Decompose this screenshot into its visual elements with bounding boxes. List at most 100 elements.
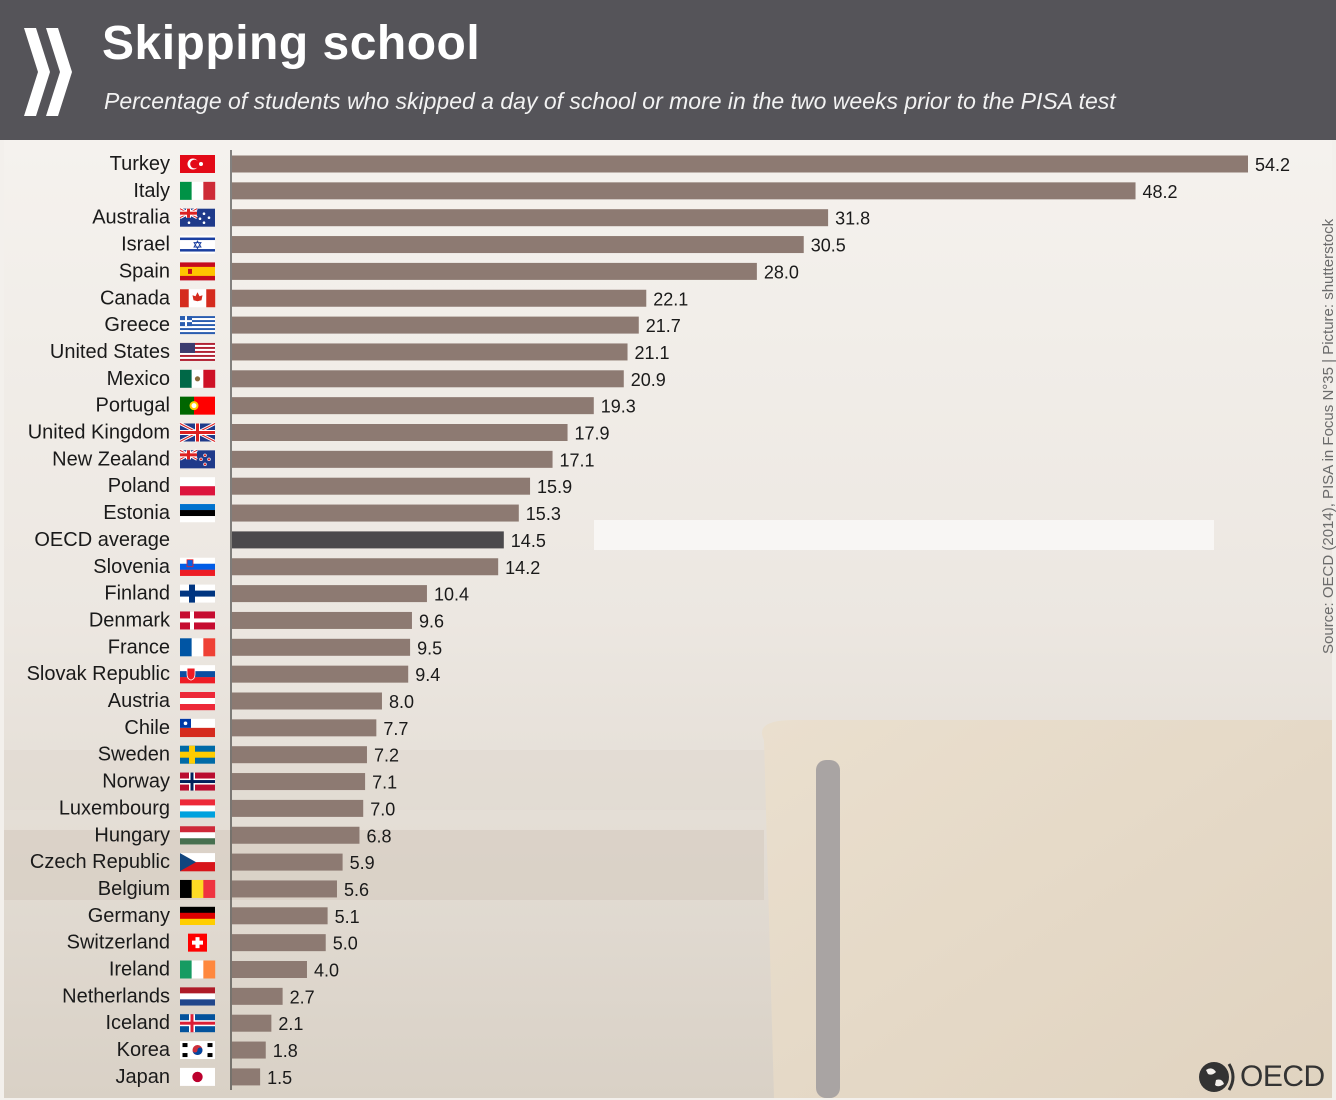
france-flag-icon — [180, 638, 216, 657]
value-label: 7.7 — [383, 719, 408, 739]
page-subtitle: Percentage of students who skipped a day… — [104, 88, 1116, 114]
category-label: Chile — [124, 717, 170, 739]
category-label: Slovenia — [93, 556, 171, 578]
category-label: Poland — [108, 475, 170, 497]
new-zealand-flag-icon — [179, 449, 215, 469]
category-label: Greece — [104, 314, 170, 336]
estonia-flag-icon — [180, 504, 215, 523]
italy-flag-icon — [180, 181, 216, 200]
category-label: New Zealand — [52, 448, 170, 470]
greece-flag-icon — [180, 316, 215, 335]
canada-flag-icon — [180, 289, 216, 308]
bar — [232, 746, 367, 764]
category-label: Norway — [102, 771, 170, 793]
australia-flag-icon — [179, 207, 215, 227]
value-label: 30.5 — [811, 236, 846, 256]
bar-chart: Turkey 54.2 Italy 48.2 Australia 31.8 Israel 30… — [27, 150, 1290, 1090]
category-label: Canada — [100, 287, 171, 309]
united-states-flag-icon — [180, 342, 215, 361]
background-photo — [4, 140, 1332, 1098]
value-label: 22.1 — [653, 289, 688, 309]
source-note: Source: OECD (2014), PISA in Focus N°35 … — [1320, 218, 1336, 654]
bar — [232, 424, 568, 441]
poland-flag-icon — [180, 477, 215, 496]
category-label: Korea — [117, 1039, 171, 1061]
switzerland-flag-icon — [188, 933, 207, 952]
bar — [232, 209, 829, 227]
value-label: 4.0 — [314, 961, 339, 981]
norway-flag-icon — [180, 772, 215, 791]
bar — [232, 907, 328, 925]
value-label: 48.2 — [1143, 182, 1178, 202]
category-label: United States — [50, 341, 170, 363]
bar — [232, 826, 360, 844]
category-label: Finland — [104, 583, 170, 605]
value-label: 7.1 — [372, 773, 397, 793]
value-label: 31.8 — [835, 209, 870, 229]
category-label: Mexico — [107, 368, 170, 390]
oecd-logo-text: OECD — [1240, 1060, 1325, 1093]
value-label: 1.5 — [267, 1068, 292, 1088]
value-label: 19.3 — [601, 397, 636, 417]
category-label: Hungary — [94, 824, 170, 846]
category-label: United Kingdom — [28, 422, 170, 444]
value-label: 1.8 — [273, 1041, 298, 1061]
value-label: 5.1 — [335, 907, 360, 927]
category-label: Austria — [108, 690, 171, 712]
bar — [232, 531, 504, 549]
bar — [232, 611, 412, 629]
value-label: 5.9 — [350, 853, 375, 873]
category-label: Ireland — [109, 959, 170, 981]
value-label: 54.2 — [1255, 155, 1290, 175]
japan-flag-icon — [180, 1067, 215, 1086]
category-label: Germany — [88, 905, 170, 927]
category-label: Italy — [133, 180, 170, 202]
chevron-logo-icon — [24, 28, 72, 116]
spain-flag-icon — [180, 262, 215, 281]
bar — [232, 799, 364, 817]
bar — [232, 638, 411, 656]
bar — [232, 477, 531, 495]
slovenia-flag-icon — [180, 557, 215, 576]
value-label: 10.4 — [434, 585, 469, 605]
bar — [232, 504, 519, 522]
bar — [232, 155, 1248, 173]
slovak-republic-flag-icon — [180, 665, 215, 684]
value-label: 8.0 — [389, 692, 414, 712]
bar — [232, 558, 499, 576]
category-label: OECD average — [34, 529, 170, 551]
bar — [232, 262, 757, 280]
category-label: Switzerland — [67, 932, 170, 954]
value-label: 17.1 — [560, 450, 595, 470]
value-label: 14.5 — [511, 531, 546, 551]
category-label: Spain — [119, 260, 170, 282]
category-label: Luxembourg — [59, 797, 170, 819]
bar — [232, 1041, 266, 1059]
netherlands-flag-icon — [180, 987, 215, 1006]
bar — [232, 585, 427, 603]
value-label: 7.2 — [374, 746, 399, 766]
sweden-flag-icon — [180, 745, 215, 764]
value-label: 9.4 — [415, 665, 440, 685]
category-label: Slovak Republic — [27, 663, 170, 685]
bar — [232, 773, 366, 791]
bar — [232, 343, 628, 361]
austria-flag-icon — [180, 692, 215, 711]
belgium-flag-icon — [180, 879, 216, 898]
bar — [232, 316, 639, 334]
bar — [232, 719, 377, 737]
value-label: 9.5 — [417, 638, 442, 658]
czech-republic-flag-icon — [180, 853, 215, 872]
bar — [232, 289, 647, 307]
category-label: France — [108, 636, 170, 658]
bar — [232, 370, 624, 388]
ireland-flag-icon — [180, 960, 216, 979]
value-label: 15.3 — [526, 504, 561, 524]
bar — [232, 853, 343, 871]
value-label: 21.1 — [635, 343, 670, 363]
bar — [232, 961, 307, 978]
bar — [232, 236, 804, 254]
category-label: Australia — [92, 207, 171, 229]
page-title: Skipping school — [102, 17, 481, 70]
value-label: 20.9 — [631, 370, 666, 390]
